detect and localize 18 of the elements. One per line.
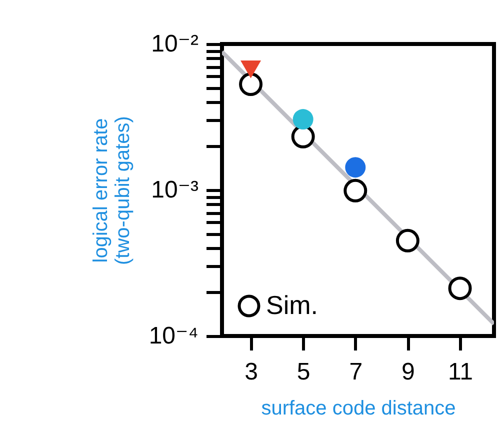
point [344, 178, 368, 202]
y-axis-title: logical error rate (two-qubit gates) [90, 116, 134, 265]
x-tick-label: 11 [448, 358, 473, 386]
y-tick-label: 10⁻² [151, 30, 199, 58]
y-tick-label: 10⁻³ [151, 176, 199, 204]
point [396, 228, 420, 252]
point [292, 109, 314, 130]
point [448, 276, 472, 300]
x-tick-label: 5 [296, 358, 310, 386]
point [345, 157, 366, 178]
legend-label: Sim. [266, 290, 318, 320]
point [239, 72, 263, 96]
x-axis-title: surface code distance [261, 398, 456, 420]
x-tick-label: 3 [244, 358, 258, 386]
x-tick-label: 7 [349, 358, 363, 386]
point [240, 60, 262, 78]
y-tick-label: 10⁻⁴ [148, 322, 198, 350]
x-tick-label: 9 [402, 358, 415, 386]
